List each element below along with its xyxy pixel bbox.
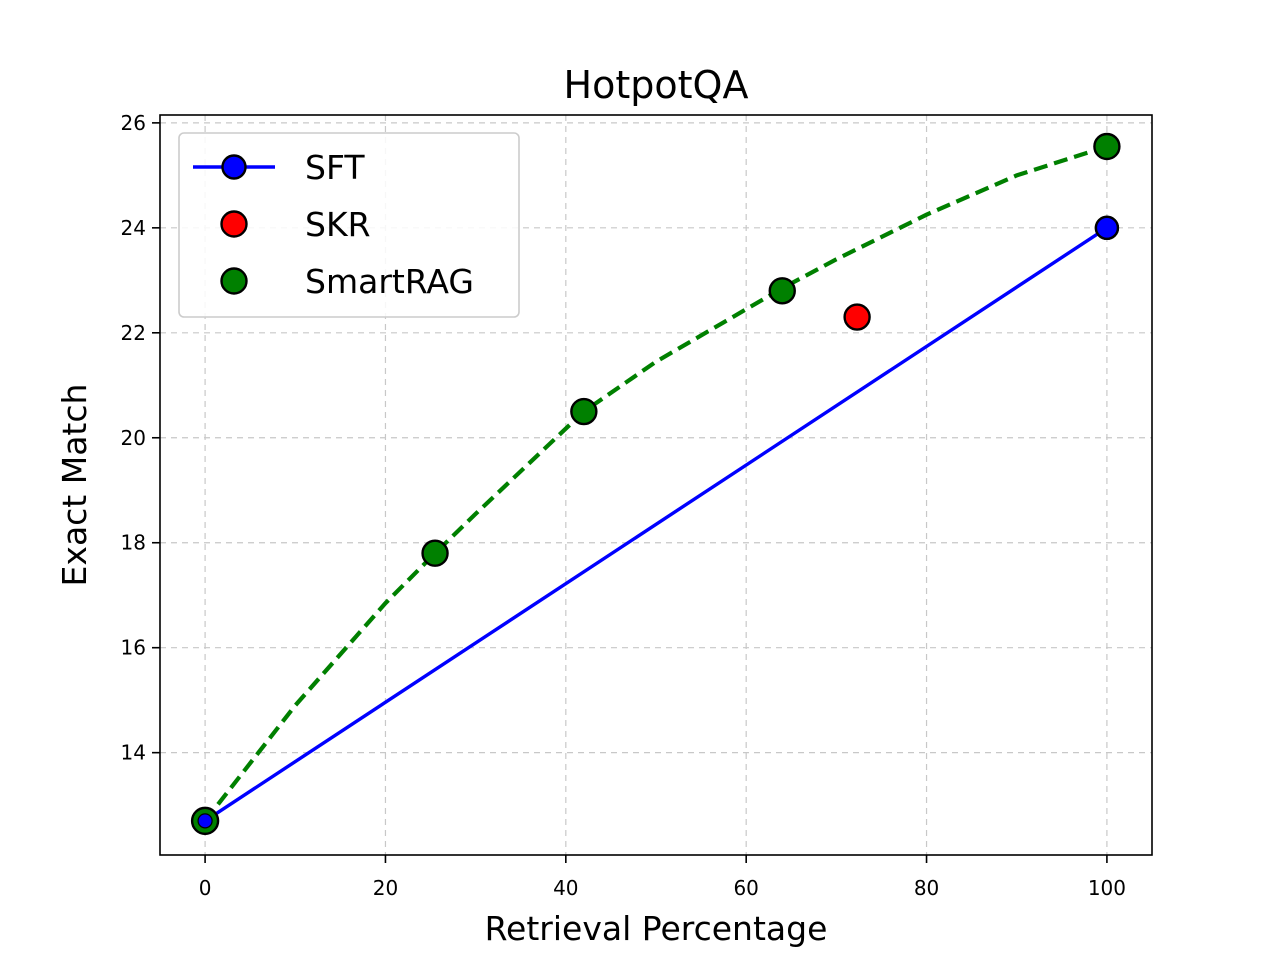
- x-tick-label: 60: [733, 876, 758, 900]
- sft-point: [197, 813, 213, 829]
- x-tick-label: 80: [914, 876, 939, 900]
- smartrag-point: [421, 539, 449, 567]
- legend-smartrag-marker: [220, 267, 248, 295]
- smartrag-trend-line: [203, 144, 1108, 823]
- x-axis-label: Retrieval Percentage: [485, 909, 828, 948]
- legend-skr-marker: [220, 210, 248, 238]
- y-tick-label: 14: [121, 741, 146, 765]
- y-tick-label: 18: [121, 531, 146, 555]
- x-tick-label: 40: [553, 876, 578, 900]
- sft-series-line: [204, 226, 1108, 823]
- smartrag-point: [1093, 132, 1121, 161]
- y-tick-label: 20: [121, 426, 146, 450]
- grid: [160, 115, 1152, 855]
- y-axis-label: Exact Match: [55, 384, 94, 587]
- x-tick-label: 20: [373, 876, 398, 900]
- x-tick-label: 0: [199, 876, 212, 900]
- y-tick-label: 26: [121, 111, 146, 135]
- x-tick-label: 100: [1088, 876, 1126, 900]
- y-tick-label: 24: [121, 216, 146, 240]
- smartrag-point: [570, 397, 598, 426]
- legend-skr-label: SKR: [305, 205, 371, 244]
- legend-box: [178, 132, 520, 318]
- chart-title: HotpotQA: [564, 63, 749, 107]
- plot-area: [190, 132, 1121, 836]
- legend-sft-label: SFT: [305, 148, 365, 187]
- legend: SFT SKR SmartRAG: [178, 132, 520, 318]
- plot-frame: [159, 114, 1153, 856]
- legend-sft-marker: [221, 154, 247, 180]
- y-tick-label: 22: [121, 321, 146, 345]
- sft-point: [1094, 215, 1120, 241]
- skr-point: [843, 303, 871, 331]
- legend-smartrag-label: SmartRAG: [305, 262, 474, 301]
- smartrag-point: [768, 277, 796, 305]
- axis-ticks: 0 20 40 60 80 100 14 16 18 20 22 24 26: [121, 111, 1126, 900]
- y-tick-label: 16: [121, 636, 146, 660]
